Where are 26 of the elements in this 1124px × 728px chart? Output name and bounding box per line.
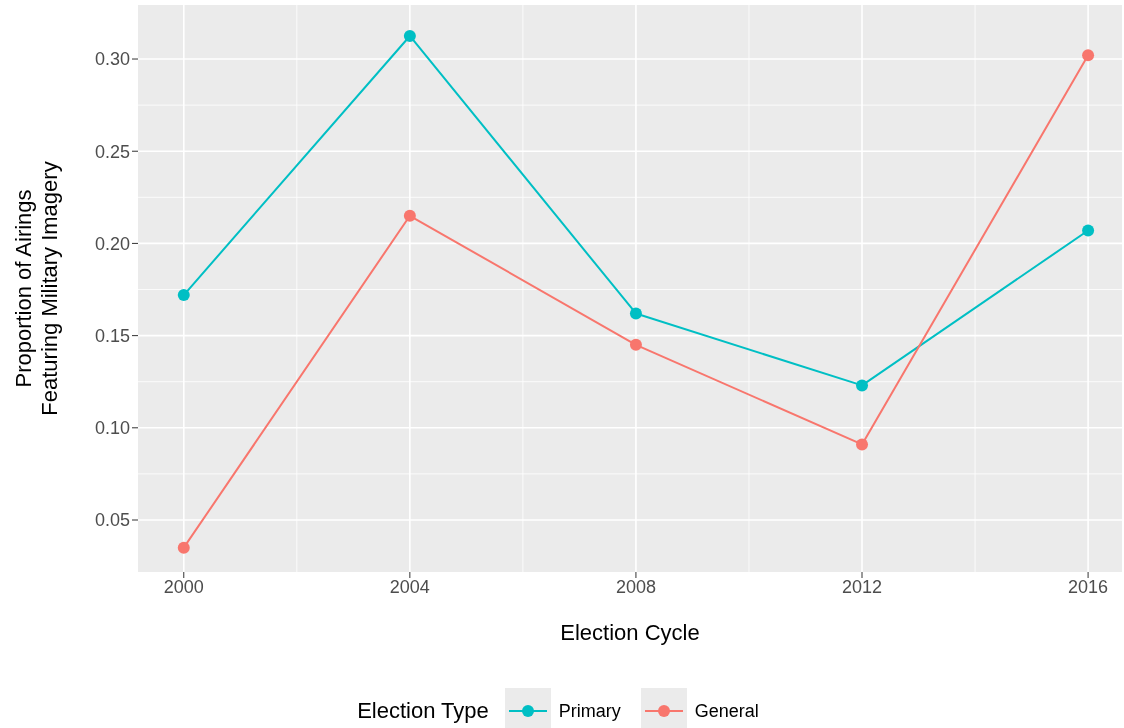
legend-label: General bbox=[694, 700, 759, 722]
point bbox=[629, 338, 642, 351]
y-tick-label: 0.10 bbox=[94, 418, 130, 439]
x-tick-label: 2012 bbox=[841, 576, 883, 597]
point bbox=[856, 438, 869, 451]
point bbox=[1082, 224, 1095, 237]
point bbox=[177, 541, 190, 554]
x-tick-label: 2000 bbox=[163, 576, 204, 597]
point bbox=[403, 29, 416, 42]
point bbox=[629, 307, 642, 320]
y-tick-label: 0.15 bbox=[94, 326, 130, 346]
y-axis-title: Proportion of Airings Featuring Military Imagery bbox=[11, 161, 62, 416]
y-tick-label: 0.25 bbox=[94, 141, 130, 162]
x-tick-label: 2016 bbox=[1068, 576, 1109, 597]
x-axis-title: Election Cycle bbox=[560, 620, 700, 645]
point bbox=[856, 379, 869, 392]
legend-label: Primary bbox=[558, 700, 621, 722]
point bbox=[177, 289, 190, 302]
point bbox=[1082, 49, 1095, 62]
y-tick-label: 0.20 bbox=[94, 233, 130, 254]
point bbox=[403, 209, 416, 222]
x-tick-label: 2008 bbox=[615, 576, 656, 597]
y-tick-label: 0.05 bbox=[94, 510, 130, 531]
x-tick-label: 2004 bbox=[389, 576, 430, 597]
legend-title: Election Type bbox=[357, 698, 489, 724]
y-tick-label: 0.30 bbox=[94, 49, 130, 70]
